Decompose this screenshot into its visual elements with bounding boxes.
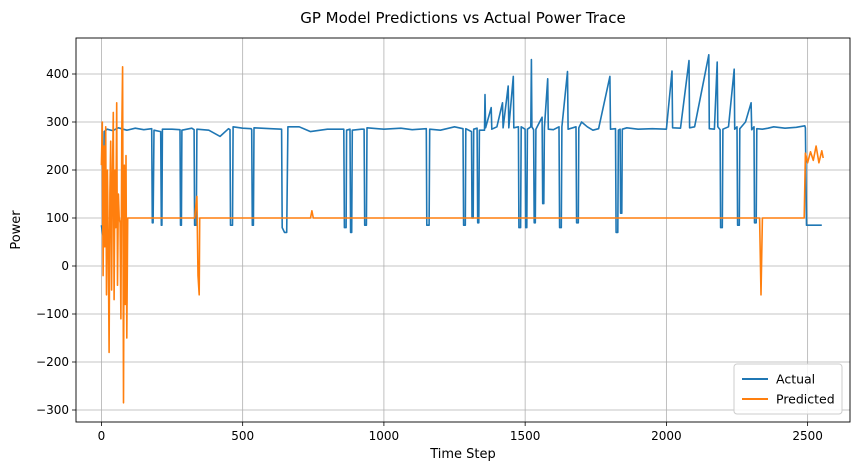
x-tick-label: 0	[98, 429, 106, 443]
series-lines	[100, 54, 824, 404]
chart-title: GP Model Predictions vs Actual Power Tra…	[300, 9, 625, 27]
y-tick-label: −100	[36, 307, 69, 321]
x-tick-label: 2000	[651, 429, 682, 443]
y-ticks: −300 −200 −100 0 100 200 300 400	[36, 67, 76, 417]
plot-frame	[75, 37, 851, 423]
y-tick-label: 400	[46, 67, 69, 81]
y-axis-label: Power	[9, 210, 24, 250]
y-tick-label: 300	[46, 115, 69, 129]
y-tick-label: −300	[36, 403, 69, 417]
x-ticks: 0 500 1000 1500 2000 2500	[98, 422, 823, 443]
y-tick-label: 0	[61, 259, 69, 273]
legend-label-actual: Actual	[776, 372, 815, 387]
legend-label-predicted: Predicted	[776, 392, 835, 407]
x-tick-label: 2500	[792, 429, 823, 443]
legend: Actual Predicted	[733, 363, 843, 415]
series-line-actual	[100, 54, 822, 236]
x-tick-label: 1000	[369, 429, 400, 443]
x-tick-label: 1500	[510, 429, 541, 443]
y-tick-label: 100	[46, 211, 69, 225]
x-axis-label: Time Step	[429, 447, 496, 462]
y-tick-label: 200	[46, 163, 69, 177]
x-tick-label: 500	[231, 429, 254, 443]
y-tick-label: −200	[36, 355, 69, 369]
series-line-predicted	[100, 66, 824, 404]
legend-box	[733, 363, 843, 415]
